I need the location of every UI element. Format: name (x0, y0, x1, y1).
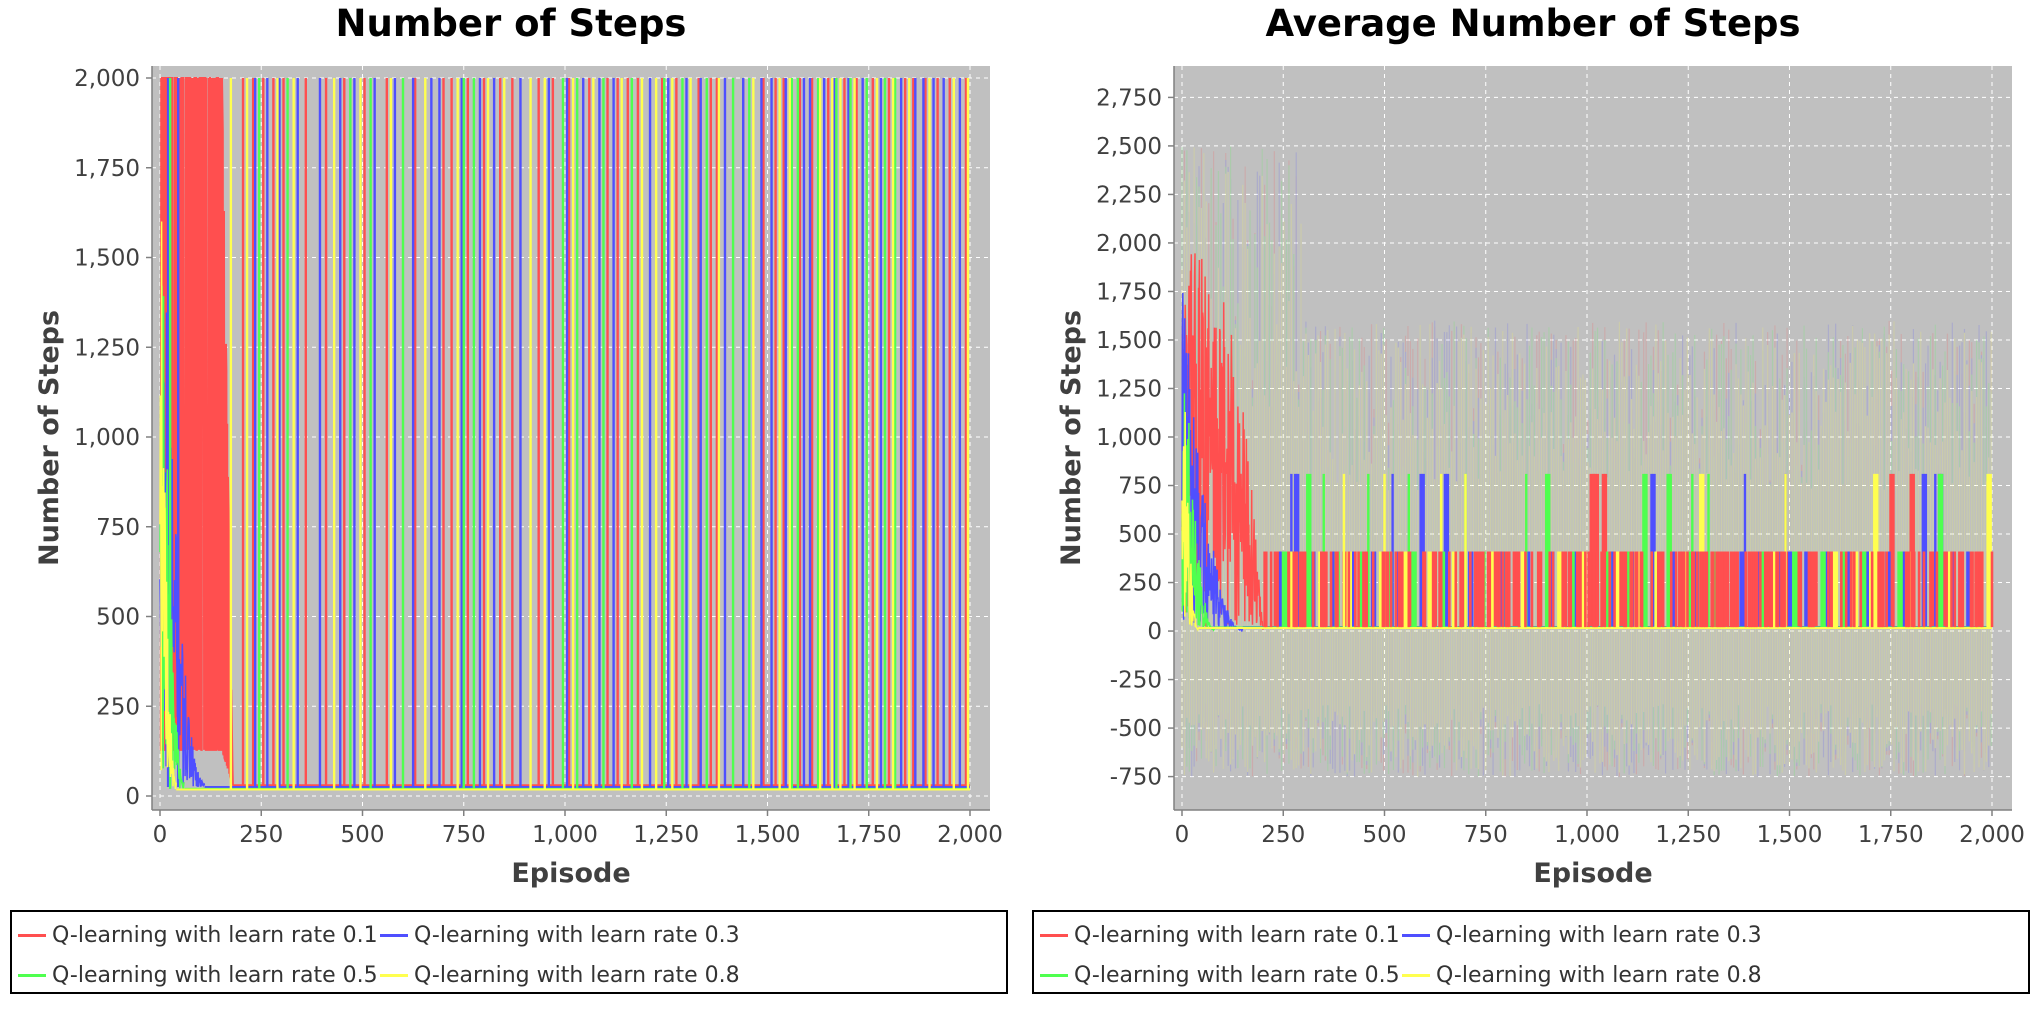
legend-item: Q-learning with learn rate 0.3 (1402, 920, 1762, 950)
series-line-early (1181, 292, 1244, 632)
y-tick-label: -750 (1110, 765, 1162, 791)
legend-swatch (380, 933, 408, 937)
x-tick-label: 1,250 (1655, 822, 1721, 848)
chart-title: Number of Steps (335, 2, 687, 45)
y-tick-label: 1,250 (74, 335, 140, 361)
y-tick-label: 250 (1118, 571, 1162, 597)
chart-title: Average Number of Steps (1265, 2, 1801, 45)
legend-label: Q-learning with learn rate 0.1 (1074, 922, 1400, 948)
chart-plot-steps: 0 250 500 750 1,000 1,250 1,500 1,750 2,000 0 250 5… (34, 66, 1003, 889)
y-tick-label: 500 (1118, 522, 1162, 548)
y-axis-label: Number of Steps (1056, 310, 1087, 566)
y-tick-label: 2,500 (1096, 134, 1162, 160)
legend-swatch (1402, 933, 1430, 937)
legend-label: Q-learning with learn rate 0.3 (1436, 922, 1762, 948)
legend-item: Q-learning with learn rate 0.3 (380, 920, 740, 950)
y-tick-label: 1,000 (74, 425, 140, 451)
y-tick-label: 750 (1118, 474, 1162, 500)
legend-item: Q-learning with learn rate 0.1 (1040, 920, 1400, 950)
x-tick-label: 750 (442, 822, 486, 848)
legend-swatch (1040, 933, 1068, 937)
x-tick-label: 1,000 (532, 822, 598, 848)
x-tick-label: 0 (153, 822, 168, 848)
legend-label: Q-learning with learn rate 0.8 (414, 962, 740, 988)
y-tick-label: 1,500 (74, 246, 140, 272)
legend-swatch (18, 933, 46, 937)
x-tick-label: 250 (1261, 822, 1305, 848)
legend-item: Q-learning with learn rate 0.5 (1040, 960, 1400, 990)
chart-panel-steps: Number of Steps 0 250 500 750 1,000 1,250 1,50… (10, 2, 1008, 994)
y-tick-label: 250 (96, 694, 140, 720)
legend-label: Q-learning with learn rate 0.1 (52, 922, 378, 948)
series-line-early (159, 77, 234, 786)
y-tick-label: 2,750 (1096, 85, 1162, 111)
legend-swatch (1040, 973, 1068, 977)
legend-label: Q-learning with learn rate 0.5 (1074, 962, 1400, 988)
y-tick-label: 1,500 (1096, 328, 1162, 354)
y-tick-label: 750 (96, 515, 140, 541)
y-axis-label: Number of Steps (34, 310, 65, 566)
y-tick-label: 2,250 (1096, 182, 1162, 208)
y-tick-label: 1,750 (1096, 279, 1162, 305)
plot-marks (159, 77, 970, 791)
y-tick-label: 1,250 (1096, 376, 1162, 402)
x-tick-label: 0 (1175, 822, 1190, 848)
legend-swatch (18, 973, 46, 977)
legend-item: Q-learning with learn rate 0.8 (380, 960, 740, 990)
x-tick-label: 2,000 (937, 822, 1003, 848)
chart-plot-average-steps: -750 -500 -250 0 250 500 750 1,000 1,250 1,500 1,7… (1056, 66, 2025, 889)
legend: Q-learning with learn rate 0.1 Q-learnin… (10, 910, 1008, 994)
chart-panel-average-steps: Average Number of Steps -750 -500 -250 0 250… (1022, 0, 2044, 1018)
series-0-dense (1263, 551, 1994, 628)
x-tick-label: 2,000 (1959, 822, 2025, 848)
x-tick-label: 1,750 (836, 822, 902, 848)
series-2 (159, 78, 970, 790)
x-axis-label: Episode (511, 858, 630, 889)
x-tick-label: 500 (1363, 822, 1407, 848)
series-3 (159, 78, 970, 791)
legend-label: Q-learning with learn rate 0.3 (414, 922, 740, 948)
y-tick-label: 1,000 (1096, 425, 1162, 451)
legend-label: Q-learning with learn rate 0.5 (52, 962, 378, 988)
x-tick-label: 750 (1464, 822, 1508, 848)
legend-swatch (380, 973, 408, 977)
x-tick-label: 1,500 (735, 822, 801, 848)
series-line-early (1181, 411, 1199, 632)
x-tick-label: 1,000 (1554, 822, 1620, 848)
x-tick-label: 500 (341, 822, 385, 848)
legend-label: Q-learning with learn rate 0.8 (1436, 962, 1762, 988)
x-tick-label: 1,750 (1858, 822, 1924, 848)
legend-item: Q-learning with learn rate 0.1 (18, 920, 378, 950)
y-tick-label: 500 (96, 605, 140, 631)
y-tick-label: -500 (1110, 716, 1162, 742)
x-axis-label: Episode (1533, 858, 1652, 889)
legend-swatch (1402, 973, 1430, 977)
y-tick-label: 2,000 (74, 66, 140, 92)
series-0 (159, 77, 970, 787)
y-tick-label: 2,000 (1096, 231, 1162, 257)
plot-marks (1181, 146, 1994, 777)
x-tick-label: 250 (239, 822, 283, 848)
y-tick-label: 0 (125, 784, 140, 810)
series-line-early (159, 221, 177, 790)
legend-item: Q-learning with learn rate 0.5 (18, 960, 378, 990)
y-tick-label: 0 (1147, 619, 1162, 645)
x-tick-label: 1,500 (1757, 822, 1823, 848)
legend: Q-learning with learn rate 0.1 Q-learnin… (1032, 910, 2030, 994)
y-tick-label: 1,750 (74, 156, 140, 182)
y-tick-label: -250 (1110, 668, 1162, 694)
x-tick-label: 1,250 (633, 822, 699, 848)
series-1 (159, 78, 970, 789)
legend-item: Q-learning with learn rate 0.8 (1402, 960, 1762, 990)
plot-background (1174, 66, 2012, 810)
